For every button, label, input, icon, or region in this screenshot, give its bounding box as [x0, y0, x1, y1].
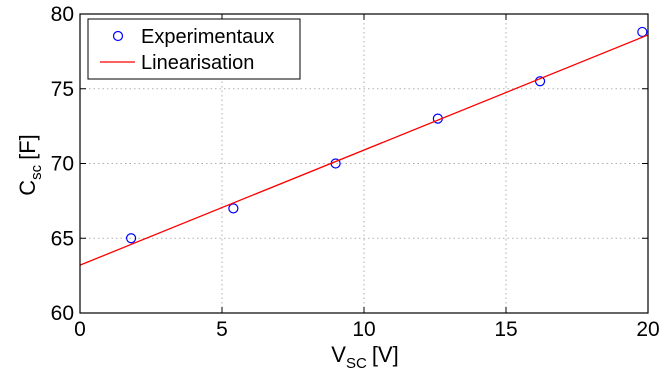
legend-marker-experimentaux — [112, 30, 124, 42]
y-axis-label-main: C — [15, 180, 40, 196]
svg-text:Csc[F]: Csc [F] — [15, 134, 45, 196]
data-point — [228, 203, 239, 214]
y-axis-label-sub: sc — [28, 164, 45, 180]
y-tick-label: 60 — [51, 302, 74, 325]
x-tick-label: 0 — [74, 318, 86, 341]
x-axis-label-main: V — [331, 342, 346, 367]
legend-label-experimentaux: Experimentaux — [141, 26, 274, 48]
x-tick-label: 15 — [494, 318, 517, 341]
x-axis-label: VSC [V] — [331, 342, 398, 372]
x-tick-label: 10 — [352, 318, 375, 341]
data-point — [126, 233, 137, 244]
y-tick-label: 70 — [51, 153, 74, 176]
x-axis-label-sub: SC — [346, 355, 367, 372]
y-tick-label: 65 — [51, 227, 74, 250]
data-point — [534, 76, 546, 87]
legend: Experimentaux Linearisation — [87, 18, 301, 80]
y-axis-label: Csc [F] — [15, 134, 45, 196]
data-point — [637, 26, 648, 38]
x-tick-label: 5 — [216, 318, 228, 341]
y-axis-label-unit: [F] — [15, 134, 40, 160]
x-axis-label-unit: [V] — [372, 342, 399, 367]
y-tick-label: 80 — [51, 3, 74, 26]
y-tick-label: 75 — [51, 78, 74, 101]
plot-area — [79, 26, 649, 266]
series-line-linearisation — [79, 34, 649, 266]
axes: 0 5 10 15 20 60 65 70 75 80 — [51, 3, 660, 341]
grid — [80, 14, 648, 313]
x-tick-label: 20 — [636, 318, 659, 341]
legend-box — [87, 18, 301, 80]
svg-text:VSC[V]: VSC [V] — [331, 342, 398, 372]
legend-label-linearisation: Linearisation — [141, 52, 254, 74]
